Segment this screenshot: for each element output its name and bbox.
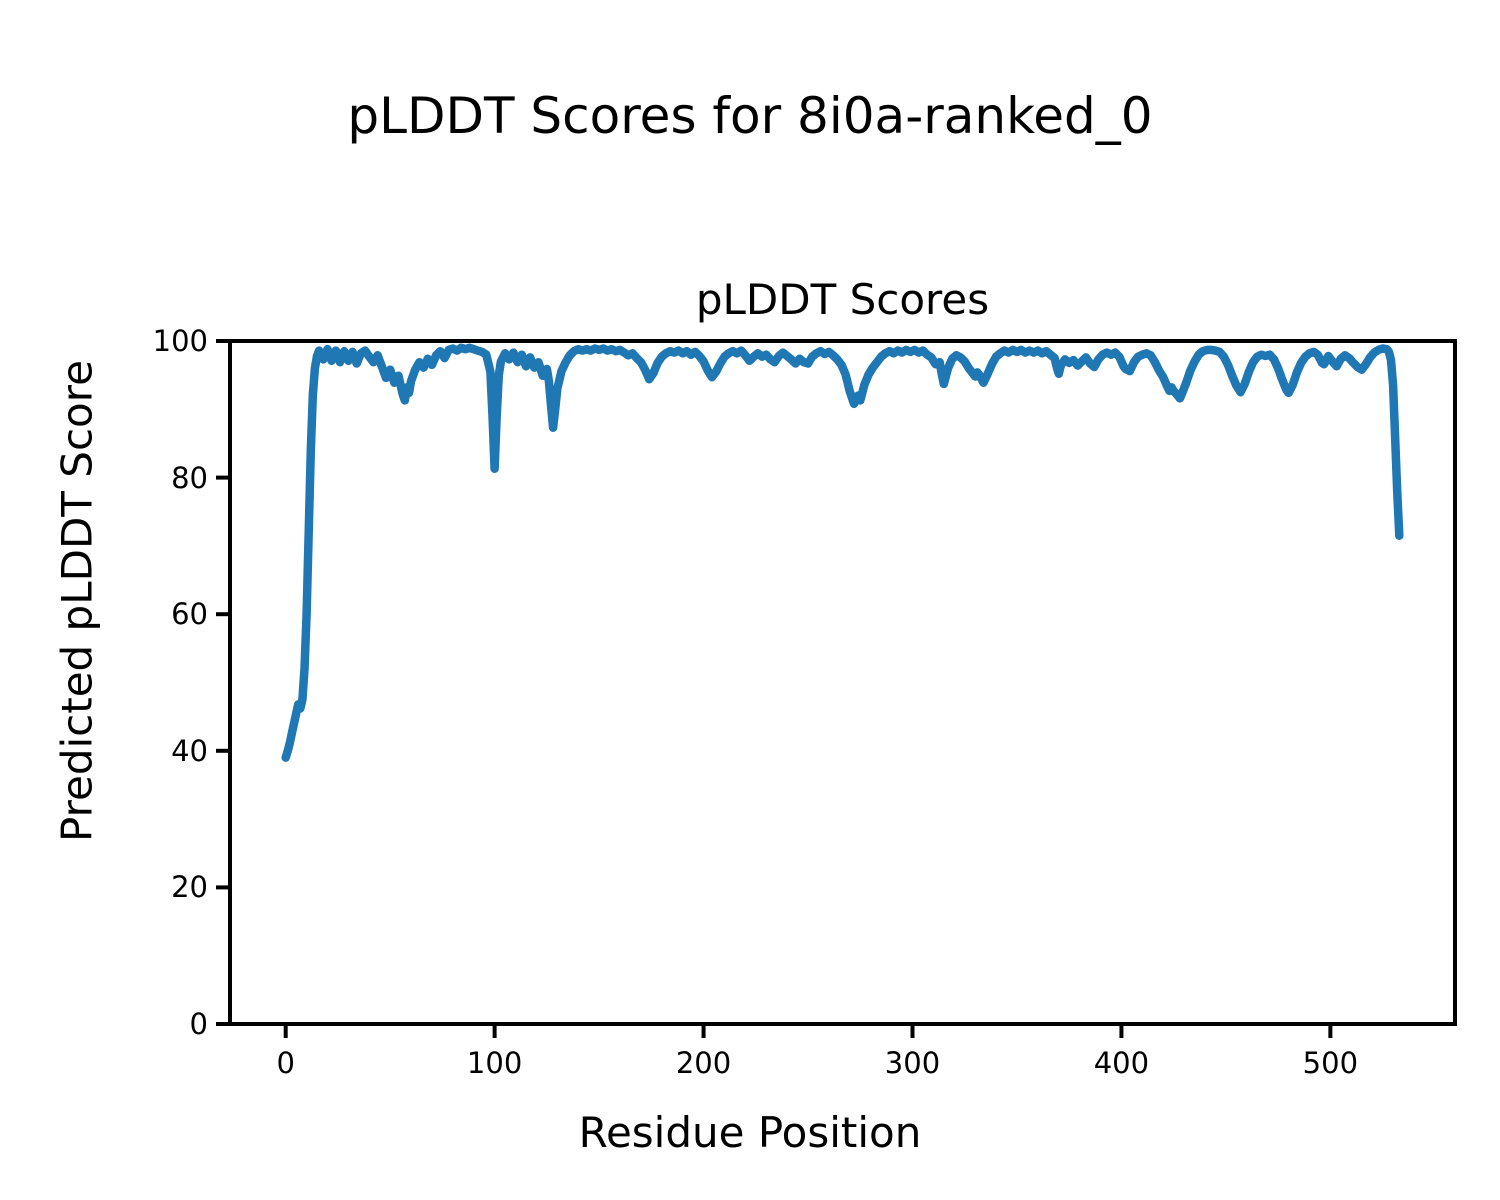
y-tick-label: 100	[152, 324, 208, 358]
x-tick-label: 100	[466, 1046, 523, 1080]
y-axis-label-text: Predicted pLDDT Score	[52, 360, 102, 842]
y-tick-label: 0	[189, 1007, 208, 1041]
y-tick-label: 60	[171, 597, 208, 632]
x-axis-label: Residue Position	[578, 1108, 922, 1157]
y-tick-label: 40	[171, 733, 208, 768]
plddt-line	[281, 343, 1404, 762]
x-tick-label: 500	[1302, 1046, 1359, 1080]
x-tick-label: 400	[1093, 1046, 1150, 1080]
axis-ticks	[216, 339, 1333, 1038]
axes-title: pLDDT Scores	[695, 275, 990, 324]
y-tick-label: 80	[171, 460, 208, 495]
x-tick-label: 0	[276, 1046, 295, 1080]
y-tick-label: 20	[171, 870, 208, 905]
plot-border	[228, 339, 1457, 1026]
x-tick-label: 200	[675, 1046, 732, 1080]
figure-title: pLDDT Scores for 8i0a-ranked_0	[347, 87, 1153, 145]
x-tick-label: 300	[884, 1046, 941, 1080]
